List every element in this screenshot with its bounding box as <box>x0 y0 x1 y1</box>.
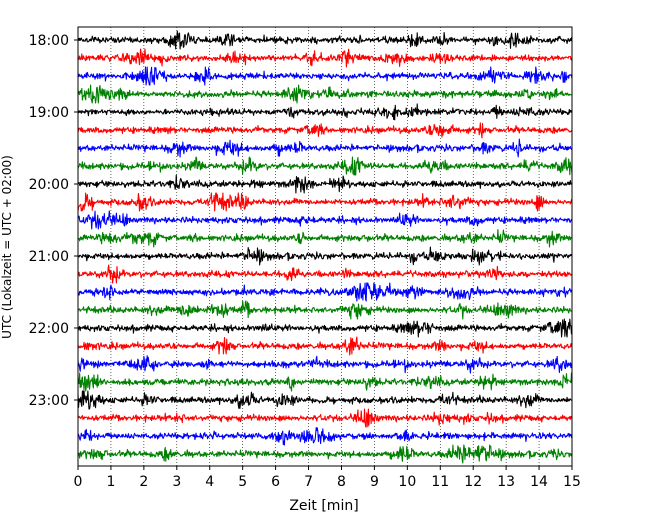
trace-2315 <box>77 408 573 428</box>
trace-2215 <box>77 336 573 356</box>
x-axis: 0 1 2 3 4 5 6 7 8 9 10 11 12 13 14 15 <box>74 466 581 490</box>
x-axis-label: Zeit [min] <box>289 498 358 514</box>
x-tick-label: 7 <box>304 474 313 490</box>
trace-1915 <box>77 122 573 139</box>
trace-2345 <box>77 444 573 464</box>
trace-1900 <box>77 103 573 121</box>
x-tick-label: 13 <box>497 474 515 490</box>
x-tick-label: 15 <box>563 474 581 490</box>
x-tick-label: 0 <box>74 474 83 490</box>
x-tick-label: 5 <box>238 474 247 490</box>
trace-2000 <box>77 174 573 194</box>
trace-1930 <box>77 138 573 158</box>
x-tick-label: 8 <box>337 474 346 490</box>
trace-2115 <box>77 264 573 284</box>
trace-2100 <box>77 246 573 266</box>
x-tick-label: 3 <box>172 474 181 490</box>
trace-series <box>77 30 573 464</box>
x-tick-label: 9 <box>370 474 379 490</box>
trace-1945 <box>77 156 573 176</box>
y-axis-label: UTC (Lokalzeit = UTC + 02:00) <box>0 155 14 339</box>
trace-2145 <box>77 300 573 320</box>
x-tick-label: 10 <box>398 474 416 490</box>
trace-2300 <box>77 390 573 410</box>
x-tick-label: 14 <box>530 474 548 490</box>
trace-2130 <box>77 282 573 302</box>
x-tick-label: 2 <box>139 474 148 490</box>
trace-2245 <box>77 372 573 392</box>
trace-1845 <box>77 84 573 104</box>
trace-2015 <box>77 192 573 212</box>
y-tick-label: 20:00 <box>29 177 69 193</box>
grid-lines <box>110 27 540 466</box>
y-axis: 18:00 19:00 20:00 21:00 22:00 23:00 <box>29 33 78 409</box>
trace-2230 <box>77 355 573 374</box>
y-tick-label: 19:00 <box>29 105 69 121</box>
x-tick-label: 1 <box>106 474 115 490</box>
trace-1815 <box>77 48 573 68</box>
trace-2045 <box>77 229 573 248</box>
x-tick-label: 6 <box>271 474 280 490</box>
y-tick-label: 23:00 <box>29 393 69 409</box>
trace-1830 <box>77 66 573 86</box>
trace-2030 <box>77 210 573 230</box>
x-tick-label: 12 <box>464 474 482 490</box>
trace-1800 <box>77 30 573 50</box>
x-tick-label: 4 <box>205 474 214 490</box>
trace-2330 <box>77 426 573 446</box>
y-tick-label: 21:00 <box>29 249 69 265</box>
x-tick-label: 11 <box>431 474 449 490</box>
trace-2200 <box>77 318 573 338</box>
y-tick-label: 18:00 <box>29 33 69 49</box>
y-tick-label: 22:00 <box>29 321 69 337</box>
plot-frame <box>77 26 573 467</box>
